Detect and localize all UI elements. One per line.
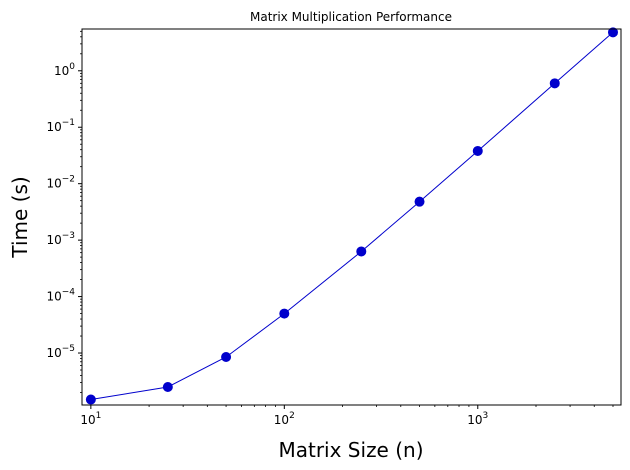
data-point xyxy=(414,196,425,207)
x-tick-exponent: 1 xyxy=(96,411,102,421)
x-tick-exponent: 3 xyxy=(483,411,489,421)
chart-title: Matrix Multiplication Performance xyxy=(250,10,452,24)
y-tick-base: 10 xyxy=(46,233,61,247)
y-tick-label: 10−2 xyxy=(46,175,75,191)
x-tick-base: 10 xyxy=(80,413,95,427)
y-tick-base: 10 xyxy=(46,346,61,360)
y-tick-exponent: −4 xyxy=(62,288,76,298)
x-tick-label: 103 xyxy=(467,411,488,427)
x-axis-label: Matrix Size (n) xyxy=(278,438,423,462)
y-tick-exponent: −1 xyxy=(62,118,75,128)
plot-frame xyxy=(81,28,622,406)
y-tick-label: 100 xyxy=(54,62,75,78)
y-tick-base: 10 xyxy=(54,64,69,78)
y-tick-exponent: 0 xyxy=(69,62,75,72)
x-tick-label: 102 xyxy=(274,411,295,427)
data-point xyxy=(549,78,560,89)
y-tick-label: 10−3 xyxy=(46,231,75,247)
x-tick-base: 10 xyxy=(274,413,289,427)
y-tick-exponent: −5 xyxy=(62,344,75,354)
y-tick-base: 10 xyxy=(46,290,61,304)
data-point xyxy=(356,246,367,257)
data-point xyxy=(221,352,232,363)
series-layer xyxy=(85,27,618,405)
x-tick-label: 101 xyxy=(80,411,101,427)
y-tick-label: 10−1 xyxy=(46,118,75,134)
y-tick-base: 10 xyxy=(46,177,61,191)
y-tick-exponent: −3 xyxy=(62,231,75,241)
data-point xyxy=(607,27,618,38)
y-tick-base: 10 xyxy=(46,120,61,134)
data-point xyxy=(472,145,483,156)
y-tick-label: 10−4 xyxy=(46,288,75,304)
y-tick-label: 10−5 xyxy=(46,344,75,360)
data-point xyxy=(162,382,173,393)
x-tick-base: 10 xyxy=(467,413,482,427)
x-tick-exponent: 2 xyxy=(289,411,295,421)
y-tick-exponent: −2 xyxy=(62,175,75,185)
data-point xyxy=(85,394,96,405)
y-axis-label: Time (s) xyxy=(8,176,32,258)
data-point xyxy=(279,308,290,319)
series-line xyxy=(90,31,614,400)
